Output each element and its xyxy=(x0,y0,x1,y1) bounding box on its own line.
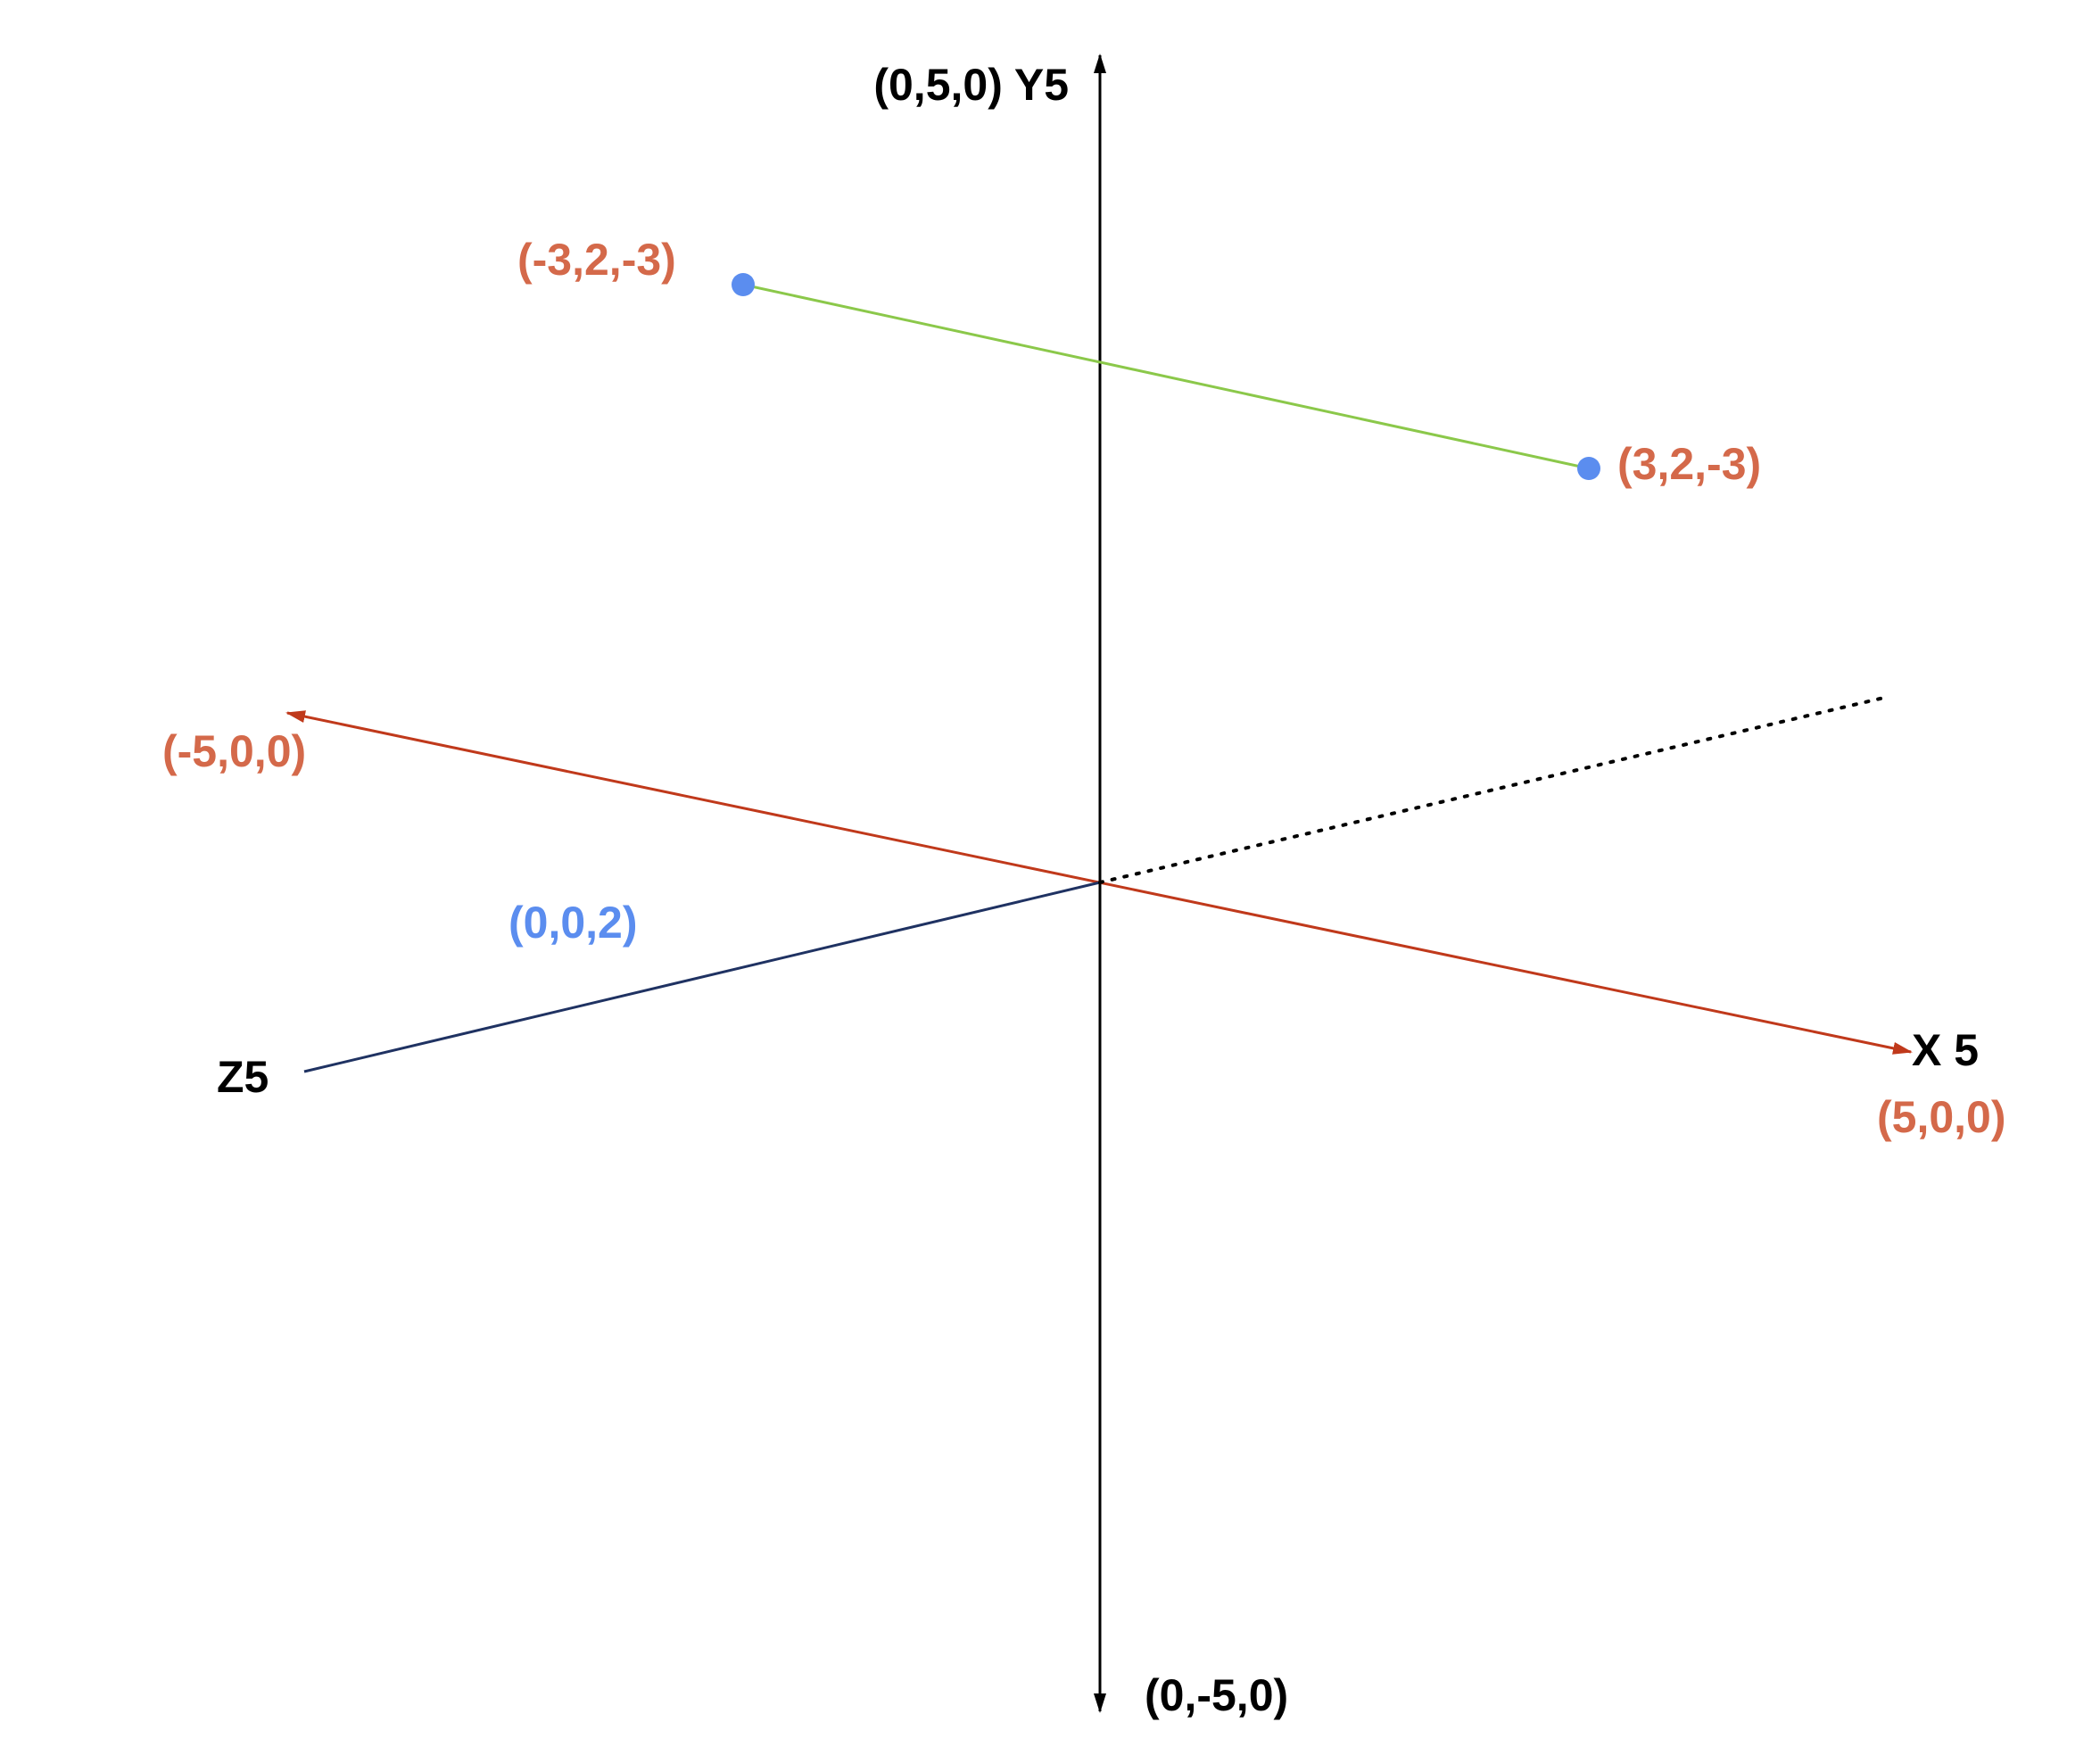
x-positive-point-label: (5,0,0) xyxy=(1877,1092,2006,1142)
x-negative-point-label: (-5,0,0) xyxy=(162,726,306,776)
x-positive-label: X 5 xyxy=(1912,1025,1979,1075)
z-axis xyxy=(303,881,1101,1073)
y-positive-label: (0,5,0) Y5 xyxy=(873,60,1069,110)
z-positive-label: Z5 xyxy=(217,1052,269,1102)
segment-start-point xyxy=(732,273,755,296)
segment xyxy=(742,283,1590,470)
segment-start-label: (-3,2,-3) xyxy=(517,235,676,285)
segment-end-point xyxy=(1577,457,1600,480)
segment-end-label: (3,2,-3) xyxy=(1617,439,1761,489)
z-axis-hidden xyxy=(1098,695,1889,884)
y-negative-label: (0,-5,0) xyxy=(1145,1670,1288,1720)
z-point-label: (0,0,2) xyxy=(508,898,638,948)
